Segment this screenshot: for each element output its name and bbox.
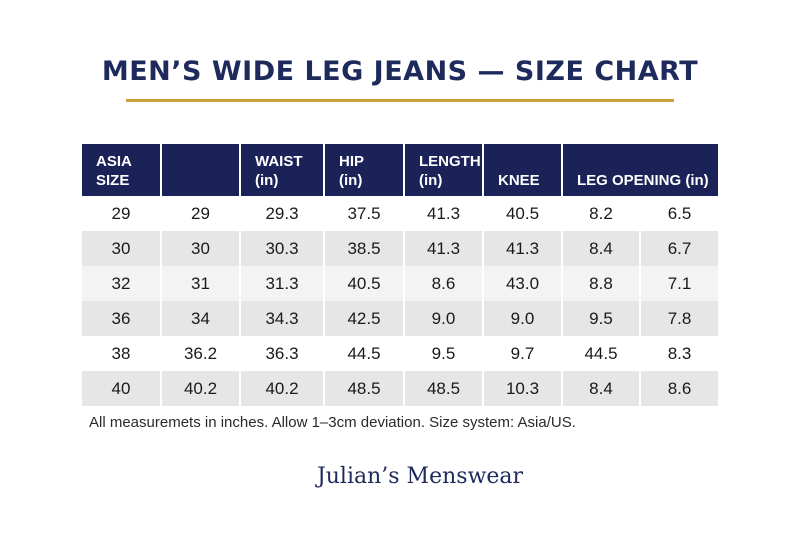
table-cell: 8.2 — [562, 196, 641, 231]
table-cell: 34.3 — [240, 301, 325, 336]
table-row: 40 40.2 40.2 48.5 48.5 10.3 8.4 8.6 — [82, 371, 719, 406]
table-cell: 9.7 — [483, 336, 563, 371]
table-cell: 40 — [82, 371, 162, 406]
table-row: 32 31 31.3 40.5 8.6 43.0 8.8 7.1 — [82, 266, 719, 301]
table-cell: 8.6 — [640, 371, 719, 406]
table-cell: 8.3 — [640, 336, 719, 371]
table-cell: 40.2 — [240, 371, 325, 406]
table-cell: 40.2 — [161, 371, 241, 406]
table-cell: 9.5 — [404, 336, 484, 371]
header-waist: WAIST (in) — [240, 144, 325, 196]
size-chart-table: ASIA SIZE WAIST (in) HIP (in) LENGTH (in) KN… — [82, 144, 719, 406]
table-cell: 40.5 — [483, 196, 563, 231]
table-cell: 38 — [82, 336, 162, 371]
table-cell: 44.5 — [562, 336, 641, 371]
table-cell: 40.5 — [324, 266, 405, 301]
header-knee: KNEE — [483, 144, 563, 196]
table-cell: 29 — [82, 196, 162, 231]
footnote: All measuremets in inches. Allow 1–3cm d… — [89, 414, 576, 431]
table-cell: 10.3 — [483, 371, 563, 406]
table-cell: 38.5 — [324, 231, 405, 266]
table-cell: 44.5 — [324, 336, 405, 371]
header-leg-opening: LEG OPENING (in) — [562, 144, 719, 196]
table-cell: 9.0 — [404, 301, 484, 336]
table-cell: 31.3 — [240, 266, 325, 301]
table-cell: 36.3 — [240, 336, 325, 371]
table-cell: 8.8 — [562, 266, 641, 301]
table-row: 38 36.2 36.3 44.5 9.5 9.7 44.5 8.3 — [82, 336, 719, 371]
page-title: MEN’S WIDE LEG JEANS — SIZE CHART — [101, 56, 699, 87]
table-cell: 41.3 — [404, 231, 484, 266]
table-row: 30 30 30.3 38.5 41.3 41.3 8.4 6.7 — [82, 231, 719, 266]
header-hip: HIP (in) — [324, 144, 405, 196]
header-length: LENGTH (in) — [404, 144, 484, 196]
table-cell: 36 — [82, 301, 162, 336]
table-cell: 36.2 — [161, 336, 241, 371]
table-cell: 30.3 — [240, 231, 325, 266]
table-cell: 41.3 — [483, 231, 563, 266]
table-cell: 29.3 — [240, 196, 325, 231]
table-cell: 41.3 — [404, 196, 484, 231]
table-cell: 31 — [161, 266, 241, 301]
table-cell: 34 — [161, 301, 241, 336]
header-asia-size: ASIA SIZE — [82, 144, 162, 196]
table-cell: 29 — [161, 196, 241, 231]
table-cell: 30 — [82, 231, 162, 266]
table-cell: 37.5 — [324, 196, 405, 231]
table-cell: 9.0 — [483, 301, 563, 336]
table-cell: 9.5 — [562, 301, 641, 336]
table-cell: 7.8 — [640, 301, 719, 336]
table-cell: 6.7 — [640, 231, 719, 266]
table-cell: 30 — [161, 231, 241, 266]
table-cell: 48.5 — [404, 371, 484, 406]
table-row: 29 29 29.3 37.5 41.3 40.5 8.2 6.5 — [82, 196, 719, 231]
table-cell: 6.5 — [640, 196, 719, 231]
table-cell: 43.0 — [483, 266, 563, 301]
table-cell: 8.6 — [404, 266, 484, 301]
table-cell: 8.4 — [562, 231, 641, 266]
table-cell: 42.5 — [324, 301, 405, 336]
table-cell: 48.5 — [324, 371, 405, 406]
title-underline — [126, 99, 674, 102]
brand-name: Julian’s Menswear — [316, 464, 524, 489]
header-us-size — [161, 144, 241, 196]
table-cell: 7.1 — [640, 266, 719, 301]
table-cell: 32 — [82, 266, 162, 301]
table-header-row: ASIA SIZE WAIST (in) HIP (in) LENGTH (in) KN… — [82, 144, 719, 196]
table-cell: 8.4 — [562, 371, 641, 406]
table-row: 36 34 34.3 42.5 9.0 9.0 9.5 7.8 — [82, 301, 719, 336]
